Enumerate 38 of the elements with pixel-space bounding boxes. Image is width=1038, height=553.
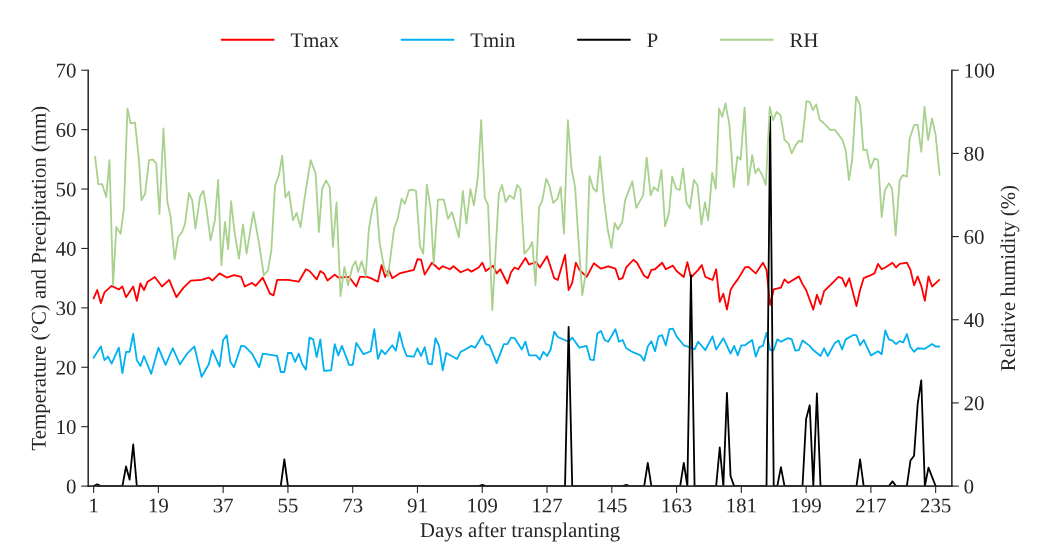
y2-tick-label: 0 [964, 479, 974, 494]
x-tick-label: 19 [149, 498, 168, 513]
legend-label: P [647, 33, 658, 48]
y-axis-title: Temperature (°C) and Precipitation (mm) [31, 106, 51, 451]
x-tick-label: 73 [343, 498, 363, 513]
y2-tick-label: 20 [964, 396, 984, 411]
x-tick-label: 235 [920, 498, 951, 513]
y-tick-label: 0 [66, 479, 76, 494]
x-tick-label: 163 [662, 498, 692, 513]
x-tick-label: 181 [727, 498, 756, 513]
y2-tick-label: 100 [965, 63, 995, 78]
y2-tick-label: 80 [964, 146, 984, 161]
x-tick-label: 109 [468, 498, 498, 513]
y-tick-label: 70 [56, 63, 76, 78]
line-series [94, 95, 941, 312]
y-tick-label: 20 [56, 360, 76, 375]
y-tick-label: 60 [56, 123, 76, 138]
y2-axis-title: Relative humidity (%) [1000, 185, 1020, 371]
y-tick-label: 30 [56, 301, 76, 316]
y2-tick-label: 60 [964, 229, 984, 245]
x-tick-label: 1 [90, 498, 98, 513]
y-tick-label: 40 [56, 241, 76, 256]
x-tick-label: 145 [598, 498, 627, 513]
legend-label: Tmax [290, 33, 339, 48]
line-series [92, 327, 941, 378]
x-tick-label: 37 [213, 498, 233, 513]
y2-tick-label: 40 [964, 313, 984, 328]
line-series [92, 254, 941, 311]
y-tick-label: 10 [57, 420, 76, 435]
x-tick-label: 127 [533, 498, 563, 513]
x-tick-label: 217 [856, 498, 886, 513]
x-tick-label: 91 [407, 498, 427, 513]
y-tick-label: 50 [56, 182, 76, 197]
legend-label: RH [790, 33, 818, 48]
legend-label: Tmin [470, 33, 516, 48]
x-tick-label: 199 [792, 498, 821, 513]
x-axis-title: Days after transplanting [420, 522, 620, 542]
x-tick-label: 55 [278, 498, 298, 513]
